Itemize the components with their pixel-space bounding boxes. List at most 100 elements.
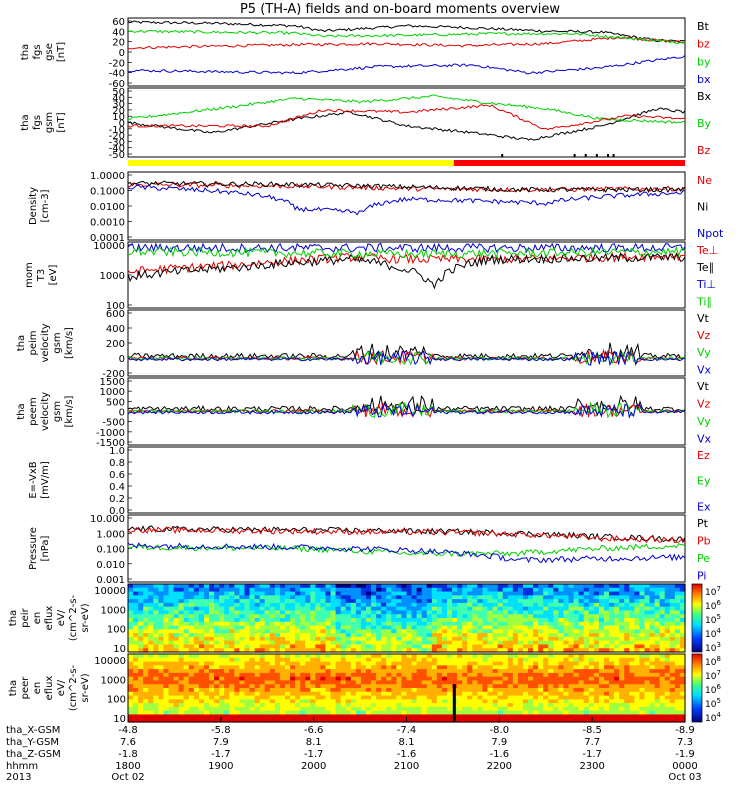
spectrogram-cell: [183, 602, 190, 608]
spectrogram-cell: [365, 584, 372, 589]
spectrogram-cell: [639, 625, 646, 630]
spectrogram-cell: [360, 661, 367, 666]
spectrogram-cell: [300, 718, 306, 723]
spectrogram-cell: [183, 695, 190, 700]
spectrogram-cell: [639, 672, 646, 678]
spectrogram-cell: [624, 695, 630, 700]
spectrogram-cell: [528, 648, 534, 653]
spectrogram-cell: [163, 625, 170, 630]
spectrogram-cell: [376, 636, 382, 642]
mode-bar-fast: [453, 160, 685, 166]
spectrogram-cell: [507, 648, 514, 653]
spectrogram-cell: [629, 676, 635, 682]
spectrogram-cell: [431, 618, 438, 623]
spectrogram-cell: [173, 718, 180, 723]
spectrogram-cell: [447, 602, 453, 608]
spectrogram-cell: [457, 633, 463, 638]
spectrogram-cell: [188, 595, 195, 600]
spectrogram-cell: [158, 684, 165, 689]
spectrogram-cell: [234, 654, 240, 659]
spectrogram-cell: [528, 606, 534, 612]
spectrogram-cell: [214, 648, 220, 653]
spectrogram-cell: [320, 621, 327, 627]
spectrogram-cell: [406, 699, 413, 704]
spectrogram-cell: [295, 591, 301, 596]
spectrogram-cell: [533, 710, 539, 716]
spectrogram-cell: [528, 714, 534, 719]
spectrogram-cell: [148, 629, 154, 634]
spectrogram-cell: [462, 691, 468, 697]
spectrogram-cell: [178, 633, 185, 638]
spectrogram-cell: [295, 710, 301, 716]
spectrogram-cell: [492, 636, 499, 642]
spectrogram-cell: [457, 718, 463, 723]
y-axis-label: Density [cm-3]: [28, 187, 51, 225]
spectrogram-cell: [310, 644, 316, 649]
spectrogram-cell: [229, 610, 235, 615]
spectrogram-cell: [659, 661, 666, 666]
spectrogram-cell: [421, 644, 428, 649]
spectrogram-cell: [320, 661, 327, 666]
spectrogram-cell: [598, 669, 605, 674]
spectrogram-cell: [183, 640, 190, 646]
spectrogram-cell: [239, 625, 246, 630]
spectrogram-cell: [320, 610, 327, 615]
spectrogram-cell: [396, 669, 403, 674]
spectrogram-cell: [401, 661, 408, 666]
spectrogram-cell: [411, 703, 418, 708]
spectrogram-cell: [350, 591, 357, 596]
spectrogram-cell: [659, 618, 666, 623]
spectrogram-cell: [538, 587, 544, 593]
spectrogram-cell: [244, 591, 251, 596]
spectrogram-cell: [452, 614, 458, 619]
spectrogram-cell: [507, 706, 514, 712]
spectrogram-cell: [290, 680, 296, 685]
spectrogram-cell: [507, 610, 514, 615]
spectrogram-cell: [203, 629, 210, 634]
spectrogram-cell: [548, 625, 554, 630]
spectrogram-cell: [614, 718, 620, 723]
spectrogram-cell: [365, 661, 372, 666]
series-line-Ni: [127, 180, 686, 194]
spectrogram-cell: [568, 625, 575, 630]
legend-entry: Vx: [697, 432, 712, 445]
spectrogram-cell: [538, 640, 544, 646]
spectrogram-cell: [173, 699, 180, 704]
spectrogram-cell: [598, 621, 605, 627]
spectrogram-cell: [239, 606, 246, 612]
spectrogram-cell: [593, 706, 600, 712]
spectrogram-cell: [522, 676, 529, 682]
spectrogram-cell: [603, 599, 610, 604]
spectrogram-cell: [467, 657, 473, 663]
spectrogram-cell: [244, 633, 251, 638]
spectrogram-cell: [563, 714, 570, 719]
spectrogram-cell: [416, 614, 423, 619]
spectrogram-cell: [609, 654, 615, 659]
spectrogram-cell: [325, 680, 332, 685]
spectrogram-cell: [482, 606, 489, 612]
spectrogram-cell: [522, 591, 529, 596]
spectrogram-cell: [512, 703, 519, 708]
spectrogram-cell: [148, 591, 154, 596]
spectrogram-cell: [158, 584, 165, 589]
spectrogram-cell: [649, 595, 656, 600]
spectrogram-cell: [649, 714, 656, 719]
spectrogram-cell: [462, 633, 468, 638]
spectrogram-cell: [148, 680, 154, 685]
spectrogram-cell: [158, 587, 165, 593]
spectrogram-cell: [158, 629, 165, 634]
spectrogram-cell: [543, 665, 549, 670]
spectrogram-cell: [462, 695, 468, 700]
spectrogram-cell: [674, 614, 681, 619]
spectrogram-cell: [492, 614, 499, 619]
spectrogram-cell: [568, 621, 575, 627]
spectrogram-cell: [416, 706, 423, 712]
spectrogram-cell: [239, 657, 246, 663]
spectrogram-cell: [381, 633, 387, 638]
spectrogram-cell: [563, 680, 570, 685]
spectrogram-cell: [163, 688, 170, 693]
spectrogram-cell: [350, 636, 357, 642]
series-line-Bz: [127, 104, 686, 131]
